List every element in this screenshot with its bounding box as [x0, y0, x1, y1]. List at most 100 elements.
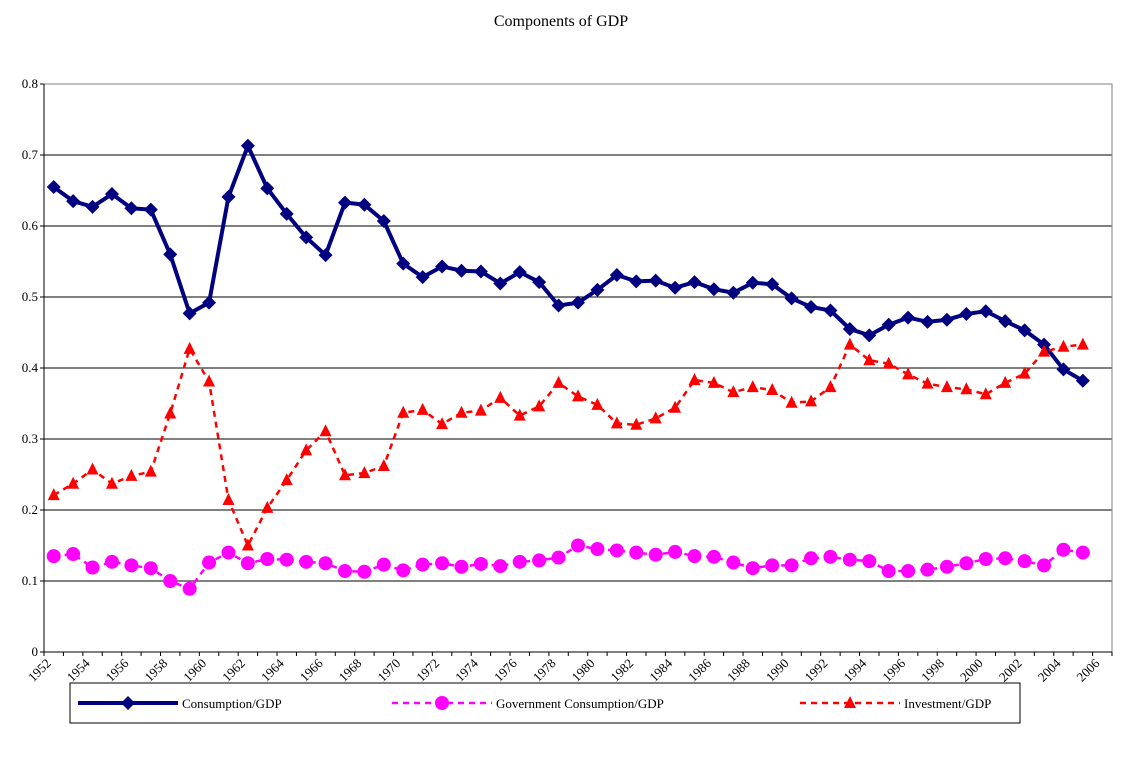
- marker: [706, 282, 721, 297]
- marker: [648, 547, 663, 562]
- marker: [726, 285, 741, 300]
- x-tick-label: 1954: [64, 655, 93, 684]
- marker: [104, 187, 119, 202]
- marker: [183, 341, 196, 354]
- y-tick-label: 0: [32, 644, 39, 659]
- marker: [66, 547, 81, 562]
- marker: [319, 424, 332, 437]
- marker: [979, 387, 992, 400]
- x-tick-label: 1966: [297, 655, 326, 684]
- marker: [532, 275, 547, 290]
- y-tick-label: 0.4: [22, 360, 39, 375]
- y-tick-label: 0.1: [22, 573, 38, 588]
- marker: [921, 376, 934, 389]
- marker: [66, 194, 81, 209]
- marker: [163, 574, 178, 588]
- marker: [1075, 373, 1090, 388]
- marker: [85, 199, 100, 214]
- marker: [241, 538, 254, 551]
- legend-label: Investment/GDP: [904, 696, 991, 711]
- marker: [823, 549, 838, 564]
- marker: [163, 247, 178, 262]
- marker: [902, 367, 915, 380]
- x-tick-label: 1998: [918, 656, 947, 685]
- x-tick-label: 1978: [530, 656, 559, 685]
- marker: [552, 375, 565, 388]
- x-tick-label: 1970: [374, 656, 403, 685]
- marker: [435, 259, 450, 274]
- marker: [939, 559, 954, 574]
- legend-label: Consumption/GDP: [182, 696, 282, 711]
- marker: [299, 554, 314, 569]
- marker: [1017, 323, 1032, 338]
- marker: [337, 564, 352, 579]
- marker: [300, 443, 313, 456]
- marker: [280, 473, 293, 486]
- marker: [745, 275, 760, 290]
- marker: [862, 554, 877, 569]
- x-tick-label: 1968: [336, 656, 365, 685]
- x-tick-label: 1972: [413, 656, 442, 685]
- marker: [436, 417, 449, 430]
- y-tick-label: 0.3: [22, 431, 38, 446]
- x-tick-label: 2000: [957, 656, 986, 685]
- x-tick-label: 1974: [452, 655, 481, 684]
- marker: [629, 274, 644, 289]
- marker: [318, 248, 333, 263]
- marker: [532, 553, 547, 568]
- marker: [901, 564, 916, 579]
- marker: [688, 373, 701, 386]
- marker: [222, 493, 235, 506]
- legend-marker: [435, 696, 449, 710]
- marker: [299, 230, 314, 245]
- marker: [1018, 366, 1031, 379]
- marker: [260, 181, 275, 196]
- marker: [124, 201, 139, 216]
- marker: [67, 476, 80, 489]
- marker: [396, 256, 411, 271]
- marker: [648, 273, 663, 288]
- x-tick-label: 1958: [141, 656, 170, 685]
- marker: [46, 179, 61, 194]
- marker: [668, 544, 683, 559]
- marker: [415, 270, 430, 285]
- marker: [765, 277, 780, 292]
- marker: [473, 556, 488, 571]
- marker: [221, 189, 236, 204]
- y-tick-label: 0.6: [22, 218, 39, 233]
- marker: [609, 267, 624, 282]
- marker: [533, 399, 546, 412]
- marker: [805, 394, 818, 407]
- marker: [610, 416, 623, 429]
- marker: [629, 545, 644, 560]
- marker: [687, 549, 702, 564]
- marker: [998, 551, 1013, 566]
- marker: [164, 406, 177, 419]
- marker: [474, 403, 487, 416]
- marker: [358, 466, 371, 479]
- marker: [590, 542, 605, 557]
- marker: [804, 551, 819, 566]
- x-tick-label: 1956: [103, 655, 132, 684]
- marker: [397, 405, 410, 418]
- marker: [824, 380, 837, 393]
- marker: [143, 202, 158, 217]
- marker: [240, 556, 255, 571]
- marker: [1075, 545, 1090, 560]
- x-tick-label: 1984: [646, 655, 675, 684]
- series-line: [53, 342, 1084, 549]
- marker: [784, 291, 799, 306]
- marker: [512, 554, 527, 569]
- marker: [999, 375, 1012, 388]
- marker: [785, 395, 798, 408]
- marker: [1017, 554, 1032, 569]
- x-tick-label: 2002: [996, 656, 1025, 685]
- x-tick-label: 1982: [607, 656, 636, 685]
- marker: [454, 559, 469, 574]
- x-tick-label: 1994: [840, 655, 869, 684]
- marker: [862, 328, 877, 343]
- x-tick-label: 2006: [1073, 655, 1102, 684]
- marker: [998, 314, 1013, 329]
- marker: [47, 488, 60, 501]
- marker: [843, 337, 856, 350]
